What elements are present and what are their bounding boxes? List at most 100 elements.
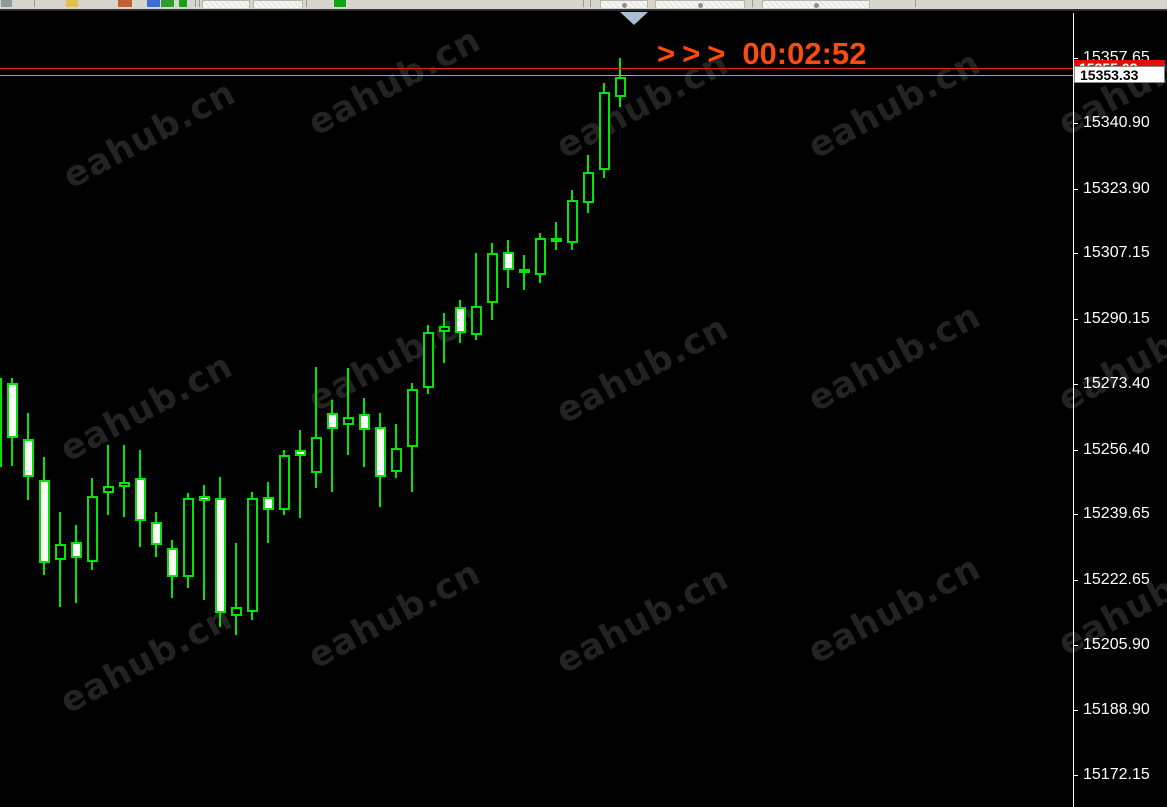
candle-wick <box>363 398 365 468</box>
candle-body-up <box>183 498 194 577</box>
candle-body-down <box>0 378 2 467</box>
candle-body-up <box>551 237 562 242</box>
candle-wick <box>235 543 237 635</box>
toolbar-separator <box>34 0 35 7</box>
price-axis-border <box>1073 13 1074 807</box>
countdown-time: 00:02:52 <box>742 36 867 71</box>
toolbar-separator <box>915 0 916 7</box>
axis-price-label: 15340.90 <box>1083 114 1150 131</box>
axis-price-label: 15323.90 <box>1083 179 1150 197</box>
candle-body-up <box>231 607 242 617</box>
axis-price-label: 15256.40 <box>1083 440 1150 458</box>
candle-body-up <box>519 268 530 273</box>
candle-body-up <box>599 92 610 171</box>
candle-body-down <box>7 383 18 438</box>
ask-price-line <box>0 68 1073 70</box>
candle-wick <box>331 400 333 493</box>
candle-body-down <box>23 439 34 477</box>
candle-wick <box>75 525 77 604</box>
axis-price-label: 15307.15 <box>1083 244 1150 262</box>
candle-wick <box>267 482 269 543</box>
toolbar-separator <box>195 0 196 7</box>
candle-body-up <box>103 486 114 494</box>
axis-tick <box>1073 710 1078 712</box>
candle-body-up <box>407 389 418 448</box>
toolbar-icon-fragment-blue-icon[interactable] <box>147 0 160 7</box>
candle-wick <box>347 368 349 456</box>
toolbar-separator <box>752 0 753 7</box>
toolbar-separator <box>583 0 584 7</box>
axis-price-label: 15290.15 <box>1083 310 1150 328</box>
candle-body-down <box>135 478 146 521</box>
toolbar-separator <box>199 0 200 7</box>
toolbar-button-fragment-2[interactable] <box>655 0 745 8</box>
candle-body-up <box>567 199 578 243</box>
toolbar-icon-fragment-green-icon[interactable] <box>161 0 174 7</box>
candle-body-up <box>487 252 498 303</box>
candle-body-up <box>343 417 354 426</box>
candle-body-down <box>263 497 274 511</box>
axis-tick <box>1073 383 1078 385</box>
toolbar-button-fragment-3[interactable] <box>762 0 870 8</box>
countdown-arrows: >>> <box>657 36 733 71</box>
toolbar-icon-fragment-green2-icon[interactable] <box>179 0 187 7</box>
candle-body-down <box>327 413 338 429</box>
candle-body-down <box>295 450 306 457</box>
toolbar-icon-fragment-orange-icon[interactable] <box>118 0 132 7</box>
toolbar <box>0 0 1167 11</box>
axis-tick <box>1073 188 1078 190</box>
candle-body-up <box>55 544 66 560</box>
candle-body-down <box>167 548 178 577</box>
candle-wick <box>123 445 125 518</box>
axis-tick <box>1073 58 1078 60</box>
candle-wick <box>299 430 301 519</box>
axis-tick <box>1073 449 1078 451</box>
candle-body-down <box>215 498 226 613</box>
candle-body-up <box>119 482 130 488</box>
candle-wick <box>203 485 205 601</box>
candle-body-up <box>247 498 258 613</box>
price-axis[interactable]: 15357.65 15340.90 15323.90 15307.15 15290.15… <box>1073 13 1167 807</box>
candle-body-up <box>311 437 322 474</box>
axis-tick <box>1073 319 1078 321</box>
axis-tick <box>1073 644 1078 646</box>
candle-body-down <box>71 542 82 559</box>
toolbar-button-fragment-1[interactable] <box>600 0 648 8</box>
toolbar-button-dot-icon <box>698 3 703 8</box>
axis-price-label: 15239.65 <box>1083 505 1150 523</box>
candle-body-down <box>359 413 370 431</box>
candle-wick <box>315 367 317 489</box>
candle-countdown-timer: >>> 00:02:52 <box>657 36 866 72</box>
candle-body-down <box>375 427 386 477</box>
toolbar-button-dot-icon <box>622 3 627 8</box>
candle-wick <box>107 445 109 516</box>
candle-body-down <box>503 252 514 270</box>
toolbar-icon-fragment-cube-icon[interactable] <box>334 0 346 7</box>
candle-wick <box>443 313 445 363</box>
candle-body-down <box>455 306 466 333</box>
axis-tick <box>1073 579 1078 581</box>
toolbar-separator <box>590 0 591 7</box>
chart-canvas[interactable]: >>> 00:02:52 <box>0 12 1073 807</box>
axis-price-label: 15172.15 <box>1083 766 1150 784</box>
candle-body-up <box>423 332 434 389</box>
down-arrow-marker-icon <box>620 12 648 25</box>
toolbar-icon-fragment-yellow-icon[interactable] <box>66 0 78 7</box>
candle-body-down <box>151 522 162 545</box>
candle-wick <box>555 221 557 251</box>
candle-body-up <box>535 237 546 275</box>
toolbar-dropdown-fragment-2[interactable] <box>253 0 303 8</box>
candle-body-up <box>615 77 626 98</box>
axis-price-label: 15222.65 <box>1083 570 1150 588</box>
candle-body-up <box>279 455 290 511</box>
toolbar-dropdown-fragment-1[interactable] <box>202 0 250 8</box>
candle-body-up <box>439 326 450 333</box>
candle-body-up <box>583 172 594 203</box>
toolbar-icon-fragment-gray-icon[interactable] <box>1 0 12 7</box>
axis-tick <box>1073 253 1078 255</box>
bid-price-badge: 15353.33 <box>1074 65 1165 83</box>
toolbar-button-dot-icon <box>814 3 819 8</box>
candle-body-up <box>87 496 98 562</box>
candle-wick <box>475 252 477 340</box>
axis-price-label: 15273.40 <box>1083 374 1150 392</box>
